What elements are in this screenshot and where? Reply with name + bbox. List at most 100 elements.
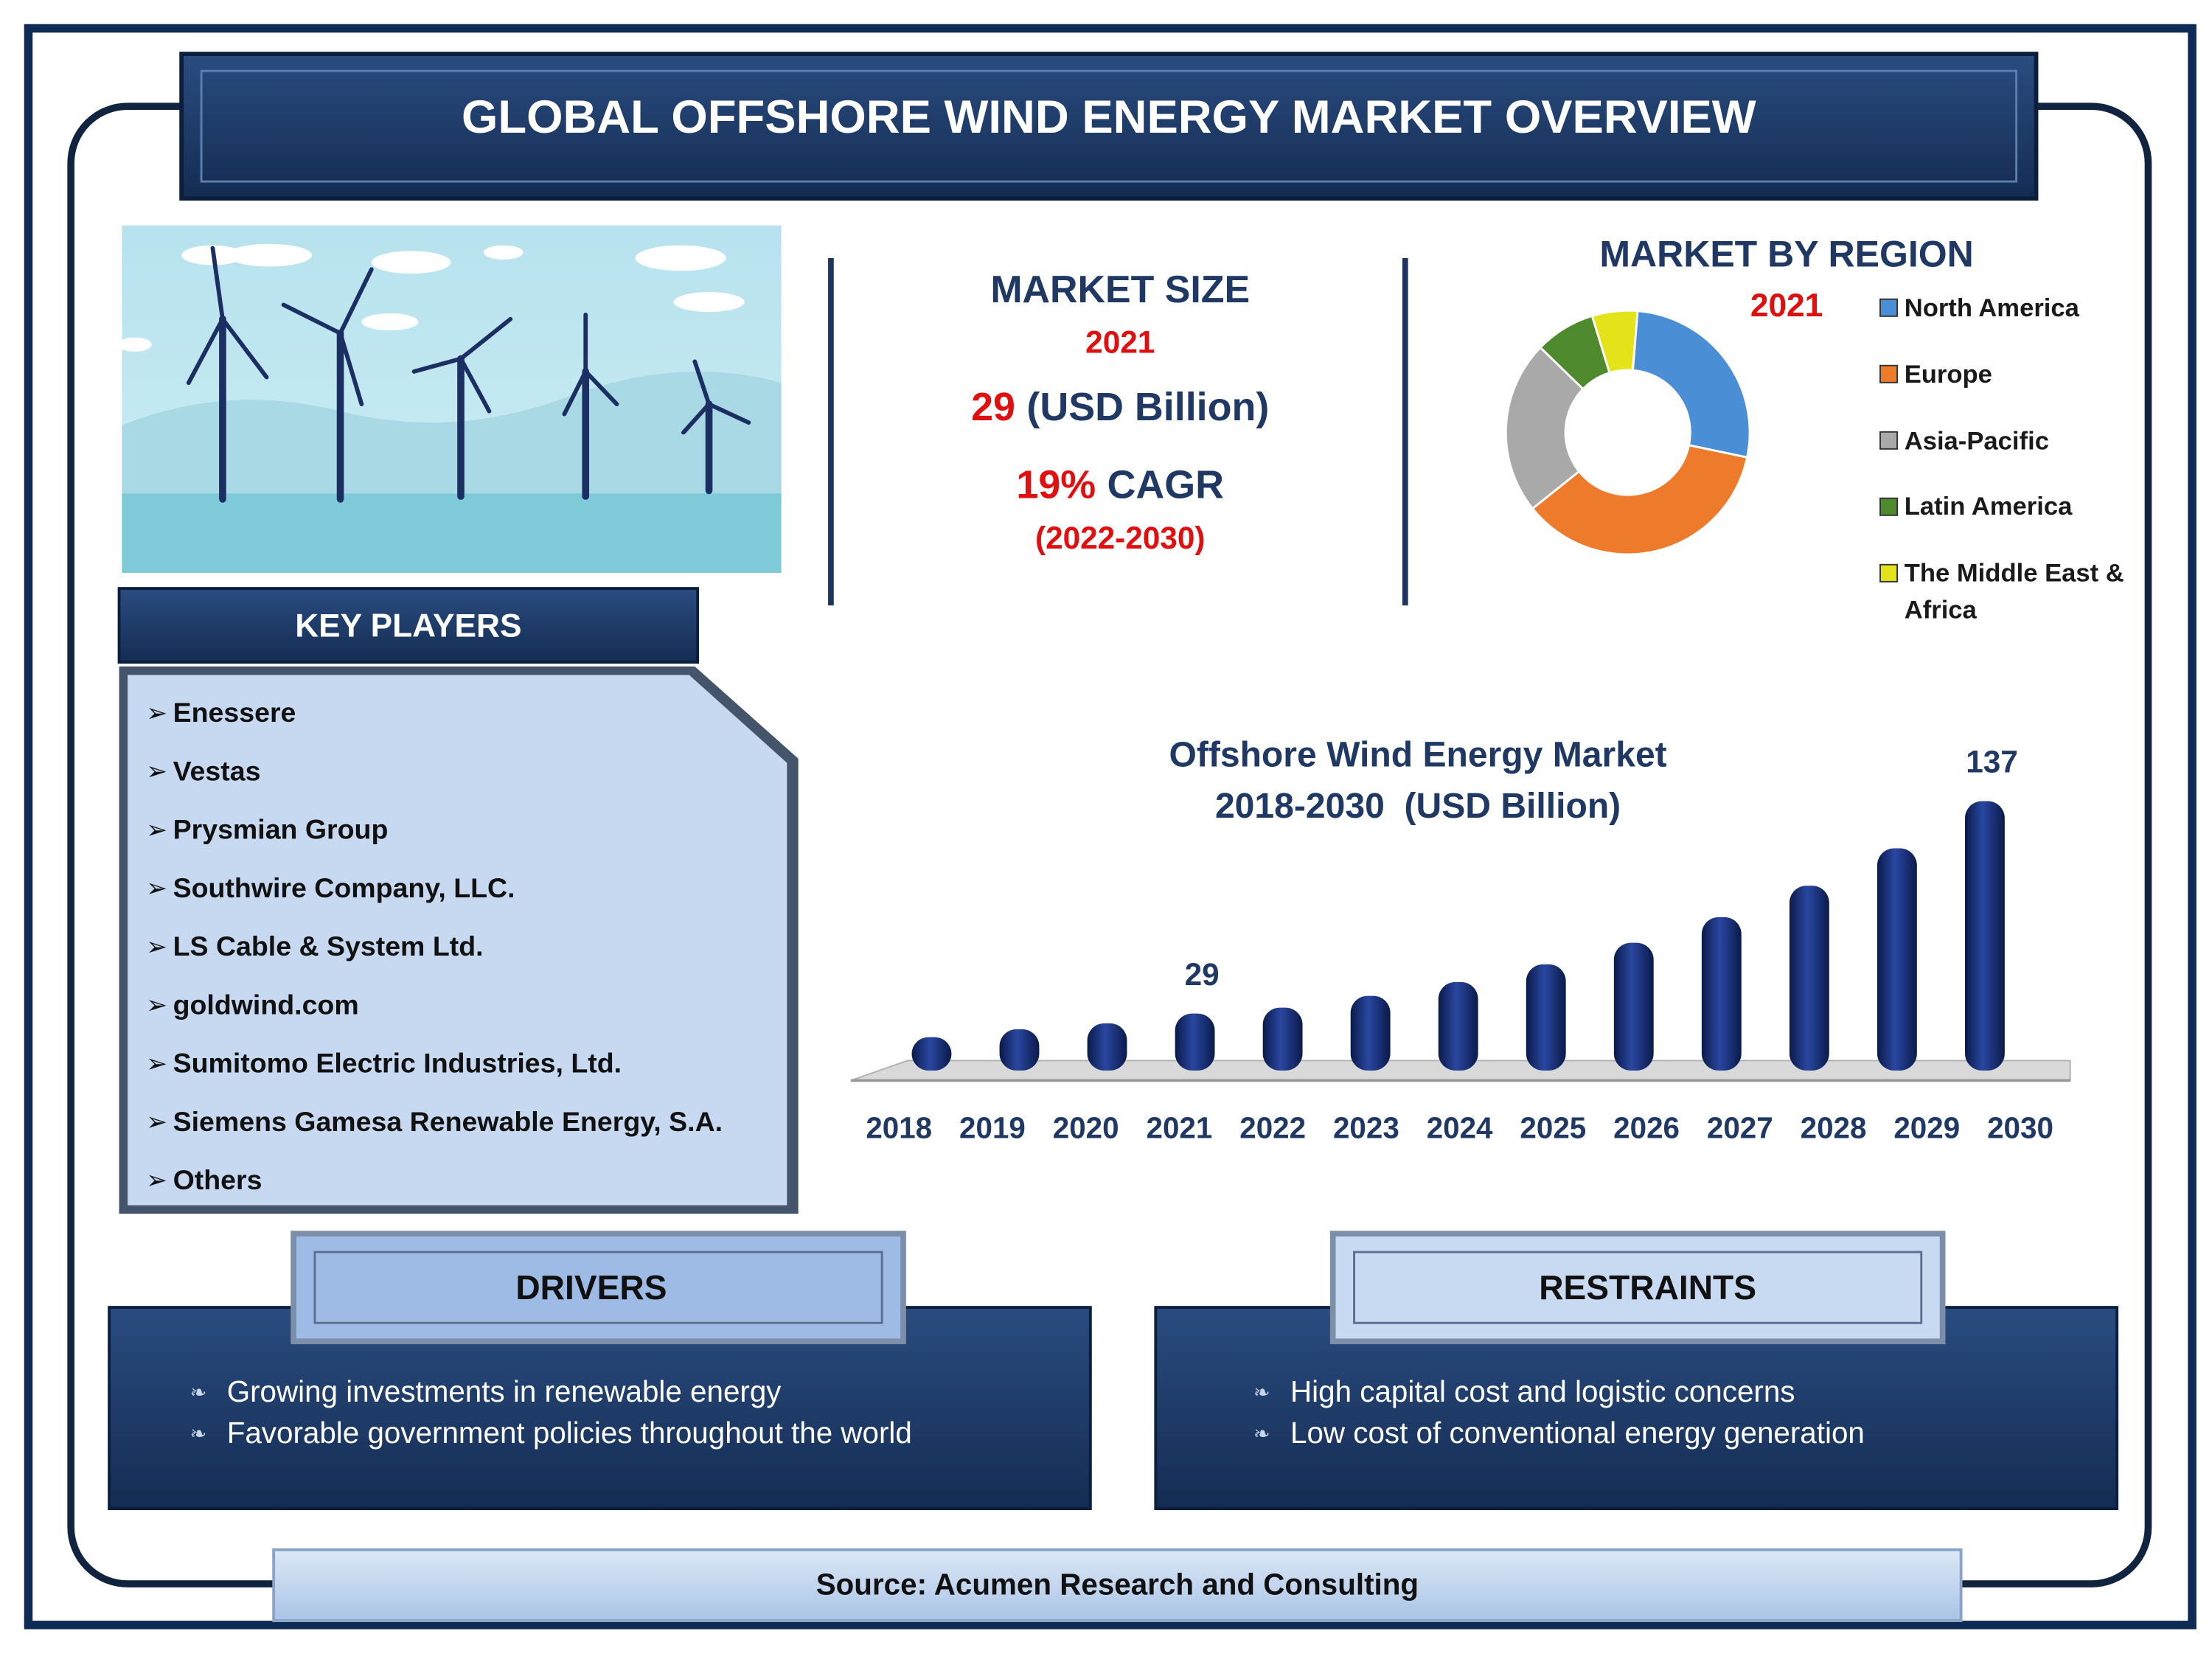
data-label: 29 — [1185, 957, 1220, 992]
key-players-title: KEY PLAYERS — [295, 608, 521, 644]
legend-swatch — [1879, 364, 1899, 383]
market-size-value: 29 — [971, 385, 1015, 429]
legend-swatch — [1879, 563, 1899, 582]
legend-label: Latin America — [1904, 493, 2073, 521]
bar — [1701, 917, 1742, 1071]
legend-item: The Middle East & Africa — [1904, 559, 2124, 625]
x-tick-label: 2022 — [1239, 1110, 1306, 1144]
page-title: GLOBAL OFFSHORE WIND ENERGY MARKET OVERV… — [462, 91, 1756, 143]
key-player: goldwind.com — [173, 989, 359, 1020]
donut-slice — [1631, 310, 1751, 459]
donut-slice — [1504, 346, 1585, 510]
cagr-value: 19% — [1016, 463, 1096, 507]
legend-item: North America — [1904, 293, 2079, 322]
bar — [1877, 848, 1917, 1071]
key-players-box — [128, 675, 787, 1206]
cagr-line: 19% CAGR — [1016, 463, 1224, 507]
wind-farm-illustration — [117, 225, 782, 573]
x-tick-label: 2028 — [1801, 1110, 1867, 1144]
bar — [1613, 942, 1654, 1071]
x-tick-label: 2026 — [1613, 1110, 1680, 1144]
bullet-icon: ❧ — [190, 1381, 207, 1403]
x-tick-label: 2023 — [1333, 1110, 1399, 1144]
x-tick-label: 2021 — [1147, 1110, 1213, 1144]
x-tick-label: 2030 — [1987, 1110, 2053, 1144]
legend-swatch — [1879, 298, 1899, 317]
bullet-arrow: ➢ — [146, 992, 167, 1020]
drivers-header-inner — [313, 1251, 883, 1324]
bullet-arrow: ➢ — [146, 1108, 167, 1136]
market-size-unit: (USD Billion) — [1026, 385, 1269, 429]
bar — [1175, 1013, 1215, 1071]
bar — [1262, 1007, 1303, 1071]
x-tick-label: 2024 — [1427, 1110, 1493, 1144]
title-banner — [179, 52, 2039, 201]
bullet-arrow: ➢ — [146, 699, 167, 727]
key-player: Prysmian Group — [173, 814, 389, 845]
bullet-arrow: ➢ — [146, 1050, 167, 1078]
bullet-icon: ❧ — [190, 1422, 207, 1444]
bullet-arrow: ➢ — [146, 874, 167, 902]
legend-label: Asia-Pacific — [1904, 426, 2049, 455]
bar — [1350, 995, 1391, 1071]
x-tick-label: 2020 — [1053, 1110, 1119, 1144]
bullet-arrow: ➢ — [146, 758, 167, 786]
legend-label: The Middle East & Africa — [1904, 559, 2124, 625]
drivers-item: Growing investments in renewable energy — [227, 1374, 782, 1408]
legend-label: North America — [1904, 293, 2079, 322]
key-players-header — [117, 587, 700, 664]
restraints-title: RESTRAINTS — [1539, 1268, 1756, 1307]
market-size-year: 2021 — [1085, 324, 1155, 359]
bullet-icon: ❧ — [1253, 1422, 1270, 1444]
donut-slice — [1531, 444, 1749, 556]
x-tick-label: 2019 — [959, 1110, 1026, 1144]
key-players-list: ➢ Enessere➢ Vestas➢ Prysmian Group➢ Southwir… — [146, 697, 723, 1195]
market-size-heading: MARKET SIZE — [990, 268, 1250, 311]
x-tick-label: 2029 — [1893, 1110, 1960, 1144]
legend-item: Asia-Pacific — [1904, 426, 2049, 455]
restraints-item: Low cost of conventional energy generati… — [1290, 1416, 1865, 1450]
bar-subtitle: 2018-2030 (USD Billion) — [1215, 786, 1621, 826]
donut-title: MARKET BY REGION — [1599, 233, 1973, 274]
bar — [911, 1037, 952, 1071]
key-player: LS Cable & System Ltd. — [173, 931, 484, 961]
x-tick-label: 2025 — [1520, 1110, 1586, 1144]
source: Source: Acumen Research and Consulting — [816, 1568, 1419, 1601]
x-tick-label: 2018 — [866, 1110, 932, 1144]
legend-swatch — [1879, 431, 1899, 450]
bullet-arrow: ➢ — [146, 816, 167, 844]
legend-item: Latin America — [1904, 493, 2073, 521]
key-player: Vestas — [173, 755, 261, 786]
source-bar — [272, 1548, 1963, 1622]
bar — [1087, 1023, 1127, 1071]
key-player: Enessere — [173, 697, 296, 728]
restraints-item: High capital cost and logistic concerns — [1290, 1374, 1795, 1408]
cagr-label: CAGR — [1107, 463, 1224, 507]
key-player: Southwire Company, LLC. — [173, 872, 515, 903]
bullet-icon: ❧ — [1253, 1381, 1270, 1403]
bar — [999, 1029, 1040, 1071]
market-size-line: 29 (USD Billion) — [971, 385, 1269, 429]
bullet-arrow: ➢ — [146, 1166, 167, 1194]
x-tick-label: 2027 — [1707, 1110, 1773, 1144]
bar-title: Offshore Wind Energy Market — [1169, 735, 1666, 775]
drivers-item: Favorable government policies throughout… — [227, 1416, 912, 1450]
key-player: Sumitomo Electric Industries, Ltd. — [173, 1048, 622, 1079]
key-player: Others — [173, 1164, 262, 1195]
bar — [1789, 886, 1829, 1071]
data-label: 137 — [1966, 745, 2018, 779]
legend-swatch — [1879, 497, 1899, 516]
legend-item: Europe — [1905, 360, 1992, 388]
cagr-period: (2022-2030) — [1035, 521, 1205, 555]
donut-subtitle: 2021 — [1750, 288, 1823, 324]
bar — [1965, 801, 2005, 1071]
bar — [1526, 964, 1566, 1071]
drivers-title: DRIVERS — [515, 1268, 667, 1307]
bullet-arrow: ➢ — [146, 933, 167, 961]
restraints-header-inner — [1353, 1251, 1923, 1324]
bar — [1438, 981, 1478, 1071]
title-inner — [200, 69, 2018, 183]
donut-slice — [1590, 309, 1639, 375]
